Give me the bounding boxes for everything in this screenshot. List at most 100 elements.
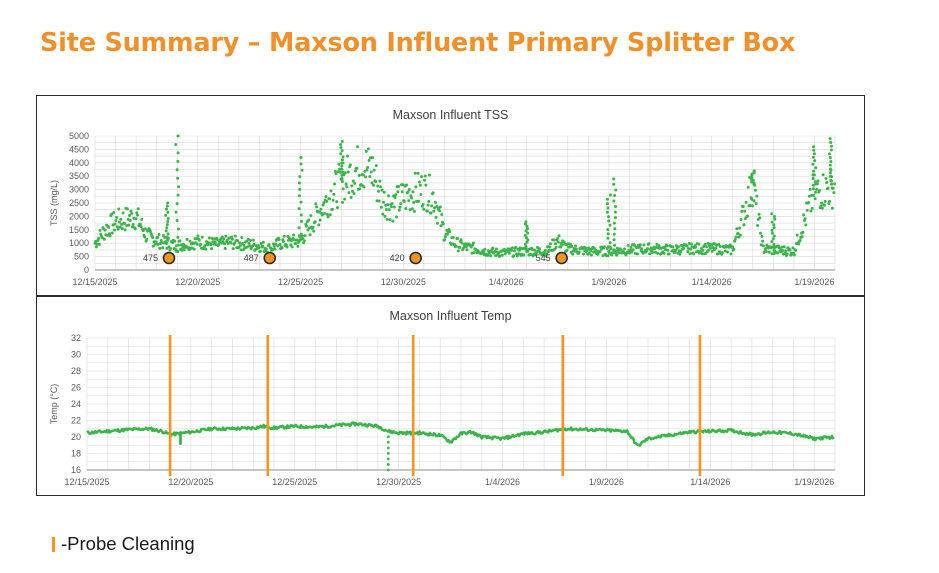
tss-point: [412, 209, 416, 213]
tss-point: [456, 237, 460, 241]
tss-spike-point: [811, 183, 815, 187]
tss-point: [311, 225, 315, 229]
tss-point: [510, 248, 514, 252]
y-axis-label: Temp (°C): [49, 384, 59, 425]
tss-spike-point: [175, 202, 179, 206]
y-tick-label: 5000: [69, 131, 89, 141]
tss-point: [230, 235, 234, 239]
temp-chart: Maxson Influent Temp 16 18 20 22 24 26 28 30 32 1…: [36, 296, 865, 496]
tss-point: [714, 246, 718, 250]
tss-point: [369, 170, 373, 174]
tss-point: [277, 238, 281, 242]
tss-point: [343, 171, 347, 175]
legend-label: -Probe Cleaning: [61, 533, 195, 554]
y-tick-label: 22: [71, 416, 81, 426]
tss-point: [274, 242, 278, 246]
temp-dip-point: [386, 429, 390, 433]
tss-point: [379, 185, 383, 189]
tss-point: [143, 235, 147, 239]
tss-point: [750, 197, 754, 201]
tss-spike-point: [811, 162, 815, 166]
y-tick-label: 4500: [69, 144, 89, 154]
tss-point: [556, 237, 560, 241]
tss-point: [123, 228, 127, 232]
tss-point: [730, 245, 734, 249]
tss-point: [319, 207, 323, 211]
tss-point: [317, 210, 321, 214]
tss-point: [376, 184, 380, 188]
tss-point: [313, 220, 317, 224]
tss-point: [720, 251, 724, 255]
marker-label: 545: [536, 253, 551, 263]
tss-point: [127, 223, 131, 227]
tss-spike-point: [772, 248, 776, 252]
tss-point: [545, 252, 549, 256]
tss-point: [553, 242, 557, 246]
x-tick-label: 1/4/2026: [485, 477, 520, 487]
tss-point: [325, 212, 329, 216]
y-tick-label: 2500: [69, 198, 89, 208]
tss-point: [334, 172, 338, 176]
tss-point: [346, 154, 350, 158]
tss-point: [362, 185, 366, 189]
tss-point: [364, 175, 368, 179]
tss-point: [224, 234, 228, 238]
tss-point: [321, 203, 325, 207]
tss-point: [419, 193, 423, 197]
tss-spike-point: [297, 226, 301, 230]
tss-point: [317, 223, 321, 227]
temp-dip-point: [386, 463, 390, 466]
tss-point: [746, 214, 750, 218]
tss-point: [103, 228, 107, 232]
tss-spike-point: [811, 155, 815, 159]
tss-point: [326, 215, 330, 219]
tss-spike-point: [176, 176, 180, 180]
tss-spike-point: [177, 185, 181, 189]
tss-point: [94, 245, 98, 249]
tss-point: [601, 254, 605, 258]
tss-point: [742, 223, 746, 227]
tss-point: [145, 237, 149, 241]
tss-point: [587, 251, 591, 255]
tss-point: [500, 253, 504, 257]
tss-spike-point: [298, 175, 302, 179]
tss-spike-point: [612, 182, 616, 186]
tss-point: [295, 238, 299, 242]
tss-point: [828, 199, 832, 203]
tss-point: [115, 215, 119, 219]
tss-spike-point: [830, 175, 834, 179]
tss-point: [271, 242, 275, 246]
tss-point: [130, 212, 134, 216]
marker-label: 420: [390, 253, 405, 263]
tss-point: [423, 174, 427, 178]
tss-point: [435, 221, 439, 225]
tss-spike-point: [176, 159, 180, 163]
tss-point: [335, 206, 339, 210]
tss-point: [256, 244, 260, 248]
tss-point: [128, 218, 132, 222]
tss-spike-point: [341, 170, 345, 174]
tss-spike-point: [298, 187, 302, 191]
tss-spike-point: [813, 180, 817, 184]
tss-point: [430, 204, 434, 208]
tss-point: [332, 192, 336, 196]
tss-point: [349, 195, 353, 199]
tss-point: [223, 247, 227, 251]
tss-spike-point: [614, 205, 618, 209]
tss-point: [134, 217, 138, 221]
tss-point: [351, 189, 355, 193]
tss-point: [798, 239, 802, 243]
tss-point: [589, 253, 593, 257]
tss-point: [689, 242, 693, 246]
tss-point: [374, 164, 378, 168]
tss-point: [261, 240, 265, 244]
tss-point: [370, 181, 374, 185]
tss-point: [153, 242, 157, 246]
tss-point: [611, 251, 615, 255]
tss-point: [808, 187, 812, 191]
tss-spike-point: [613, 216, 617, 220]
tss-spike-point: [165, 223, 169, 227]
tss-point: [761, 239, 765, 243]
tss-point: [222, 237, 226, 241]
tss-spike-point: [829, 159, 833, 163]
